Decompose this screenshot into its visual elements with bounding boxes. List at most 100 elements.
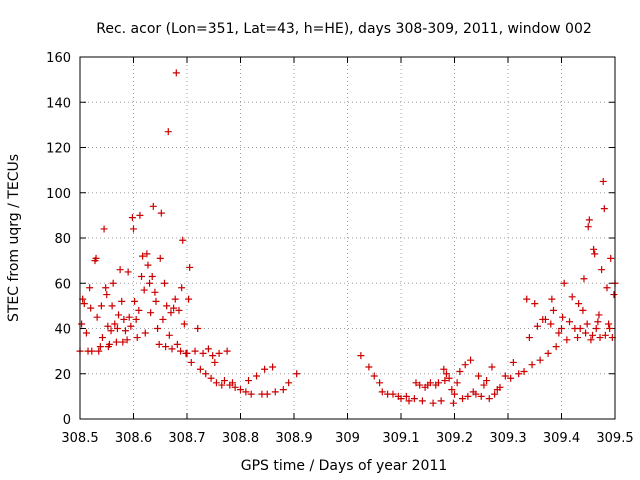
data-point: [496, 383, 504, 391]
data-point: [253, 372, 261, 380]
data-point: [453, 379, 461, 387]
data-point: [429, 399, 437, 407]
x-tick-label: 308.6: [115, 431, 152, 446]
y-tick-labels: 0 20 40 60 80 100 120 140 160: [46, 51, 71, 428]
data-point: [119, 338, 127, 346]
data-point: [180, 320, 188, 328]
data-point: [541, 315, 549, 323]
data-point: [483, 377, 491, 385]
data-point: [579, 306, 587, 314]
plot-frame: [79, 56, 616, 420]
data-point: [120, 315, 128, 323]
data-point: [115, 311, 123, 319]
data-point: [204, 345, 212, 353]
y-tick-label: 160: [46, 51, 71, 66]
data-point: [426, 379, 434, 387]
data-point: [108, 302, 116, 310]
data-point: [202, 370, 210, 378]
data-point: [501, 372, 509, 380]
data-point: [157, 209, 165, 217]
y-tick-label: 100: [46, 187, 71, 202]
data-point: [528, 361, 536, 369]
data-point: [566, 318, 574, 326]
data-point: [472, 390, 480, 398]
data-point: [100, 225, 108, 233]
data-point: [456, 367, 464, 375]
data-point: [133, 334, 141, 342]
data-point: [461, 361, 469, 369]
data-point: [568, 293, 576, 301]
x-tick-label: 308.8: [222, 431, 259, 446]
x-axis-title: GPS time / Days of year 2011: [241, 458, 448, 474]
data-point: [475, 372, 483, 380]
data-point: [507, 374, 515, 382]
y-tick-label: 80: [54, 232, 71, 247]
data-point: [155, 340, 163, 348]
data-point: [87, 304, 95, 312]
data-point: [92, 254, 100, 262]
data-point: [449, 399, 457, 407]
data-point: [237, 386, 244, 394]
data-point: [485, 395, 493, 403]
x-tick-label: 309.1: [382, 431, 419, 446]
data-point: [212, 379, 220, 387]
data-point: [242, 388, 250, 396]
data-point: [365, 363, 373, 371]
data-point: [163, 302, 171, 310]
data-point: [491, 390, 499, 398]
data-point: [97, 302, 105, 310]
data-point: [194, 325, 202, 332]
data-point: [378, 388, 386, 396]
data-point: [607, 254, 615, 262]
data-point: [555, 329, 563, 337]
data-point: [107, 327, 115, 335]
data-point: [96, 343, 104, 351]
data-point: [600, 205, 608, 213]
data-point: [82, 329, 90, 337]
data-point: [154, 325, 162, 332]
data-point: [580, 275, 588, 283]
data-point: [261, 365, 269, 373]
data-point: [442, 370, 450, 378]
data-point: [451, 390, 458, 398]
data-point: [131, 297, 139, 305]
data-point: [548, 295, 556, 303]
x-tick-label: 309.2: [436, 431, 473, 446]
data-point: [102, 284, 110, 292]
data-point: [177, 347, 185, 355]
data-point: [574, 334, 582, 342]
data-point: [175, 306, 183, 314]
data-point: [605, 320, 613, 328]
data-point: [397, 395, 405, 403]
data-point: [128, 214, 136, 222]
data-point: [231, 383, 239, 391]
data-points: [76, 69, 619, 407]
data-point: [558, 325, 565, 332]
data-point: [563, 336, 571, 344]
y-tick-label: 40: [54, 323, 71, 338]
data-point: [196, 365, 204, 373]
data-point: [549, 306, 557, 314]
data-point: [370, 372, 378, 380]
data-point: [220, 377, 228, 385]
data-point: [525, 334, 533, 342]
data-point: [480, 381, 488, 389]
data-point: [124, 268, 132, 276]
data-point: [132, 315, 140, 323]
data-point: [389, 390, 397, 398]
data-point: [263, 390, 271, 398]
x-tick-label: 309.5: [596, 431, 633, 446]
data-point: [218, 381, 226, 389]
data-point: [464, 392, 472, 400]
data-point: [228, 379, 236, 387]
data-point: [140, 286, 148, 294]
data-point: [598, 266, 606, 274]
data-point: [410, 395, 418, 403]
data-point: [523, 295, 531, 303]
data-point: [135, 306, 143, 314]
data-point: [596, 334, 604, 342]
data-point: [520, 367, 528, 375]
data-point: [584, 223, 592, 231]
data-point: [104, 322, 112, 330]
data-point: [207, 374, 215, 382]
